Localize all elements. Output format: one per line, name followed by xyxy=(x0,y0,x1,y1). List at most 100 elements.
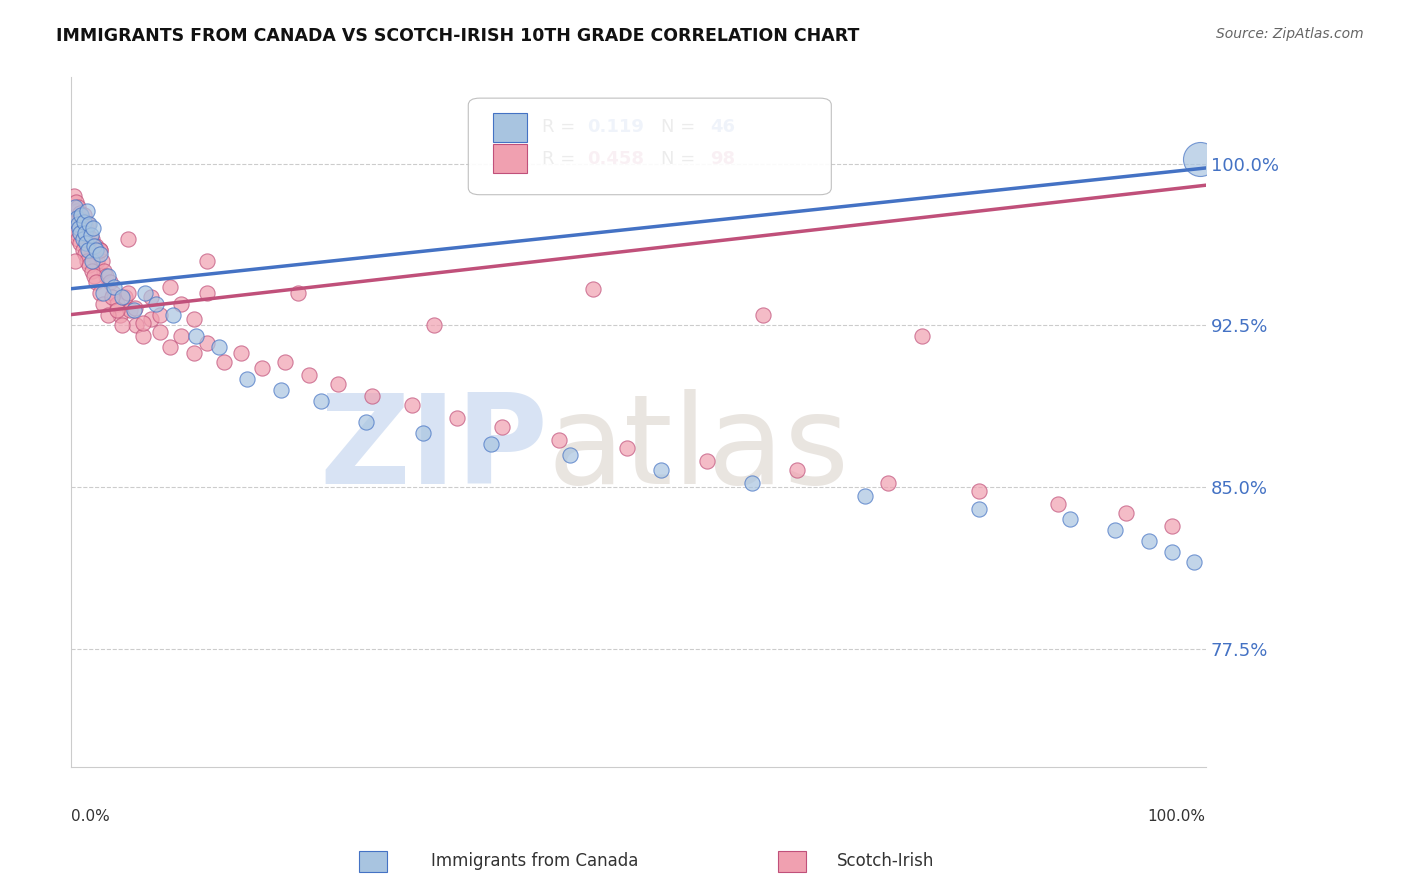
Point xyxy=(412,426,434,441)
Text: N =: N = xyxy=(661,118,702,136)
Point xyxy=(89,243,111,257)
Point xyxy=(149,308,172,322)
Point xyxy=(66,204,89,219)
Point xyxy=(170,329,193,343)
Point xyxy=(195,285,218,300)
Point xyxy=(250,361,273,376)
Point xyxy=(86,253,108,268)
Point xyxy=(1182,556,1205,570)
Point xyxy=(62,221,84,235)
Point xyxy=(111,318,134,333)
Point xyxy=(79,227,101,242)
Point xyxy=(117,285,139,300)
Point xyxy=(491,419,513,434)
Point xyxy=(65,226,87,240)
Point xyxy=(170,297,193,311)
Text: atlas: atlas xyxy=(548,390,849,510)
Point xyxy=(1160,544,1182,558)
Point xyxy=(695,454,717,468)
Text: N =: N = xyxy=(661,150,702,168)
Point xyxy=(183,311,205,326)
Point xyxy=(1160,518,1182,533)
Point xyxy=(73,247,96,261)
Text: 0.0%: 0.0% xyxy=(72,809,110,823)
Point xyxy=(83,238,105,252)
Point xyxy=(72,243,94,257)
Point xyxy=(195,253,218,268)
Point xyxy=(79,217,101,231)
Point xyxy=(159,279,181,293)
Point xyxy=(752,308,775,322)
FancyBboxPatch shape xyxy=(468,98,831,194)
Point xyxy=(83,268,105,283)
Point xyxy=(75,236,97,251)
Point xyxy=(76,226,98,240)
Point xyxy=(114,290,136,304)
Point xyxy=(108,308,131,322)
Text: 100.0%: 100.0% xyxy=(1147,809,1206,823)
Point xyxy=(786,463,808,477)
Point xyxy=(1188,153,1211,167)
Point xyxy=(967,501,990,516)
Point xyxy=(79,243,101,257)
Point xyxy=(76,204,98,219)
Point xyxy=(91,297,114,311)
Point xyxy=(73,215,96,229)
Point xyxy=(134,285,156,300)
Point xyxy=(354,415,377,429)
Point xyxy=(195,335,218,350)
Point xyxy=(236,372,259,386)
Point xyxy=(82,221,104,235)
Point xyxy=(1059,512,1081,526)
Point xyxy=(326,376,349,391)
Point xyxy=(287,285,309,300)
Point xyxy=(117,232,139,246)
Point xyxy=(103,279,125,293)
Point xyxy=(70,208,93,222)
Point xyxy=(96,268,118,283)
Point xyxy=(89,285,111,300)
Point xyxy=(309,393,332,408)
Point xyxy=(446,411,468,425)
Point xyxy=(360,389,382,403)
Point xyxy=(650,463,672,477)
Point xyxy=(67,221,90,235)
Point xyxy=(73,227,96,242)
Point xyxy=(1047,497,1070,511)
Point xyxy=(105,303,128,318)
Point xyxy=(911,329,934,343)
Text: Source: ZipAtlas.com: Source: ZipAtlas.com xyxy=(1216,27,1364,41)
Point xyxy=(67,232,90,246)
Text: 0.458: 0.458 xyxy=(588,150,644,168)
Text: R =: R = xyxy=(543,150,581,168)
Point xyxy=(91,285,114,300)
Point xyxy=(72,223,94,237)
Point xyxy=(62,189,84,203)
Point xyxy=(67,200,90,214)
Point xyxy=(75,221,97,235)
Point xyxy=(853,489,876,503)
Point xyxy=(120,303,142,318)
Point xyxy=(76,253,98,268)
Point xyxy=(401,398,423,412)
Point xyxy=(66,211,89,225)
Point xyxy=(98,275,121,289)
Point xyxy=(105,297,128,311)
Point xyxy=(159,340,181,354)
Point xyxy=(82,238,104,252)
Point xyxy=(73,208,96,222)
Point xyxy=(560,448,582,462)
Point xyxy=(423,318,446,333)
Point xyxy=(89,247,111,261)
Point xyxy=(84,243,107,257)
Point xyxy=(89,243,111,257)
Point xyxy=(184,329,207,343)
Point xyxy=(1137,533,1160,548)
Text: Scotch-Irish: Scotch-Irish xyxy=(837,852,935,870)
Point xyxy=(214,355,236,369)
Point xyxy=(69,236,91,251)
Point xyxy=(96,308,118,322)
Point xyxy=(208,340,231,354)
Point xyxy=(90,253,112,268)
Point xyxy=(122,303,145,318)
